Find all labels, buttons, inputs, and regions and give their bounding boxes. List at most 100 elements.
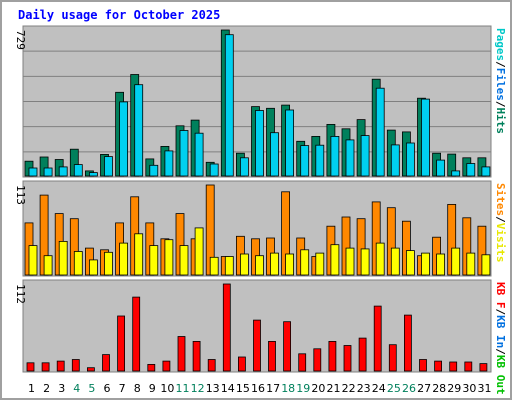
bar-files-day-2 <box>43 167 53 177</box>
bar-files-day-6 <box>104 156 113 177</box>
bar-visits-day-22 <box>345 247 355 276</box>
day-label-5: 5 <box>88 382 95 395</box>
bar-kb-f-day-22 <box>343 345 352 372</box>
day-label-17: 17 <box>266 382 280 395</box>
day-label-16: 16 <box>251 382 265 395</box>
bar-kb-f-day-9 <box>147 363 156 372</box>
day-label-13: 13 <box>206 382 220 395</box>
day-label-22: 22 <box>342 382 356 395</box>
bar-kb-f-day-14 <box>222 283 231 372</box>
day-label-27: 27 <box>417 382 431 395</box>
series-label: Files <box>494 68 507 101</box>
bar-files-day-1 <box>28 167 38 177</box>
panel-bottom-series-labels: KB F/KB In/KB Out <box>494 282 507 395</box>
bar-kb-f-day-10 <box>162 360 171 372</box>
day-label-1: 1 <box>28 382 35 395</box>
day-label-4: 4 <box>73 382 80 395</box>
bar-kb-f-day-21 <box>328 340 337 372</box>
bar-visits-day-10 <box>164 239 174 276</box>
bar-kb-f-day-11 <box>177 336 186 372</box>
series-label: Pages <box>494 28 507 61</box>
bar-visits-day-11 <box>179 245 189 276</box>
day-label-11: 11 <box>176 382 190 395</box>
bar-files-day-23 <box>360 135 370 177</box>
day-label-14: 14 <box>221 382 235 395</box>
bar-kb-f-day-24 <box>373 305 382 372</box>
day-label-24: 24 <box>372 382 386 395</box>
day-label-26: 26 <box>402 382 416 395</box>
day-label-25: 25 <box>387 382 401 395</box>
series-label: / <box>494 348 507 355</box>
series-label: KB F <box>494 282 507 309</box>
day-label-21: 21 <box>327 382 341 395</box>
day-label-12: 12 <box>191 382 205 395</box>
bar-kb-f-day-28 <box>434 360 443 372</box>
bar-visits-day-18 <box>285 253 295 276</box>
bar-visits-day-14 <box>224 256 234 276</box>
chart-title: Daily usage for October 2025 <box>18 8 220 22</box>
bar-files-day-21 <box>330 135 340 177</box>
series-label: / <box>494 61 507 68</box>
bar-files-day-19 <box>300 145 310 177</box>
bar-files-day-18 <box>285 109 295 177</box>
series-label: / <box>494 309 507 316</box>
bar-visits-day-13 <box>209 256 219 276</box>
bar-visits-day-24 <box>375 242 385 276</box>
bar-kb-f-day-30 <box>464 361 473 372</box>
bar-files-day-16 <box>255 110 264 177</box>
bar-kb-f-day-4 <box>71 359 80 372</box>
panel-top-series-labels: Pages/Files/Hits <box>494 28 507 134</box>
day-label-28: 28 <box>432 382 446 395</box>
day-label-19: 19 <box>296 382 310 395</box>
bar-visits-day-12 <box>194 227 204 276</box>
panel-top-scale-label: 729 <box>14 30 27 50</box>
day-label-15: 15 <box>236 382 250 395</box>
bar-visits-day-17 <box>270 252 279 276</box>
bar-visits-day-19 <box>300 249 310 276</box>
bar-visits-day-1 <box>28 245 38 276</box>
bar-files-day-30 <box>466 163 476 177</box>
panel-bottom-scale-label: 112 <box>14 284 27 304</box>
bar-visits-day-4 <box>73 251 83 276</box>
day-label-29: 29 <box>447 382 461 395</box>
panel-middle: 113 Sites/Visits <box>14 180 507 277</box>
bar-kb-f-day-15 <box>237 356 246 372</box>
series-label: Visits <box>494 223 507 263</box>
bar-files-day-9 <box>149 164 159 177</box>
bar-kb-f-day-13 <box>207 359 216 372</box>
bar-files-day-10 <box>164 150 174 177</box>
bar-visits-day-15 <box>239 253 249 276</box>
bar-files-day-31 <box>481 166 491 177</box>
bar-files-day-27 <box>421 98 430 177</box>
bar-kb-f-day-3 <box>56 360 65 372</box>
bar-visits-day-9 <box>149 245 159 276</box>
bar-files-day-13 <box>209 163 219 177</box>
bar-kb-f-day-27 <box>419 359 427 372</box>
day-label-10: 10 <box>160 382 174 395</box>
panel-middle-series-labels: Sites/Visits <box>494 183 507 263</box>
bar-visits-day-16 <box>255 255 264 276</box>
bar-files-day-26 <box>405 142 415 177</box>
series-label: / <box>494 101 507 108</box>
day-label-2: 2 <box>43 382 50 395</box>
day-label-30: 30 <box>462 382 476 395</box>
bar-visits-day-26 <box>405 250 415 276</box>
bar-kb-f-day-29 <box>449 361 458 372</box>
bar-files-day-28 <box>436 159 446 177</box>
bar-files-day-14 <box>224 34 234 177</box>
day-label-18: 18 <box>281 382 295 395</box>
bar-kb-f-day-1 <box>26 362 35 372</box>
series-label: KB Out <box>494 355 507 395</box>
bar-files-day-11 <box>179 130 189 177</box>
bar-kb-f-day-18 <box>283 321 292 372</box>
bar-visits-day-29 <box>451 247 461 276</box>
bar-files-day-7 <box>119 101 128 177</box>
bar-files-day-24 <box>375 87 385 177</box>
day-label-3: 3 <box>58 382 65 395</box>
bar-kb-f-day-25 <box>388 344 397 372</box>
bar-visits-day-3 <box>58 240 68 276</box>
day-label-23: 23 <box>357 382 371 395</box>
bar-visits-day-21 <box>330 244 340 276</box>
